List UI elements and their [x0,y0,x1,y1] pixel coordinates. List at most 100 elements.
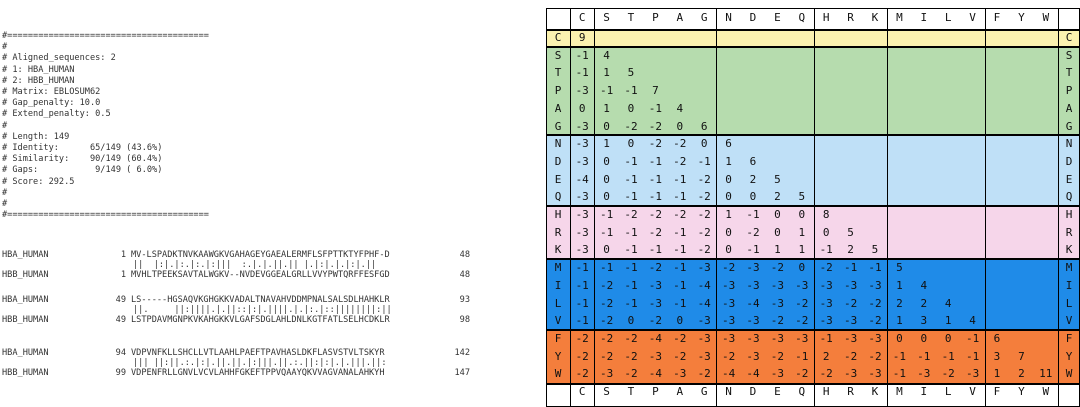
matrix-score: -4 [721,367,736,381]
matrix-score: -3 [770,278,784,292]
matrix-score: -1 [673,296,687,310]
matrix-score: -3 [770,296,784,310]
matrix-score: 0 [603,172,610,186]
matrix-score: -3 [965,367,980,381]
row-header-right: R [1065,225,1073,239]
matrix-score: -1 [575,314,589,328]
matrix-score: -1 [599,84,614,98]
alignment-end: 48 [459,270,470,280]
grid-line [814,8,815,407]
matrix-score: -2 [819,367,833,381]
matrix-score: -1 [575,296,589,310]
matrix-score: -2 [697,190,711,204]
alignment-start: 1 [120,250,126,260]
matrix-score: 0 [676,119,684,133]
matrix-score: 0 [774,225,781,239]
matrix-score: -3 [843,367,858,381]
matrix-score: -1 [965,331,980,345]
matrix-score: -2 [770,349,784,363]
matrix-score: -1 [624,154,638,168]
match-symbols: ||| ||:||.:.|:|.||.||.|:|||.||.:.||:|:|.… [133,358,387,368]
matrix-group-band [546,46,1080,136]
col-header: F [993,11,1001,24]
matrix-score: -3 [575,225,589,239]
matrix-score: -2 [648,208,662,221]
matrix-score: -2 [648,119,662,133]
matrix-score: -3 [795,278,809,292]
grid-line [546,8,1080,9]
matrix-score: -3 [599,367,614,381]
matrix-score: 6 [749,154,757,168]
row-header-left: W [554,367,562,381]
row-header-left: A [554,101,562,115]
matrix-score: -3 [746,331,760,345]
matrix-score: -2 [648,261,662,275]
row-header-right: V [1065,314,1073,328]
row-header-left: G [554,119,562,133]
grid-line [1058,8,1059,407]
matrix-score: 0 [676,314,684,328]
matrix-score: -3 [868,367,882,381]
col-footer: S [603,385,610,398]
matrix-score: 9 [578,31,586,44]
alignment-end: 93 [459,295,470,305]
matrix-score: -1 [819,243,833,257]
col-header: Y [1018,11,1025,24]
matrix-score: -2 [697,172,711,186]
row-header-left: M [554,261,562,275]
col-footer: Q [798,385,806,398]
matrix-score: -3 [721,314,736,328]
row-header-right: W [1065,367,1073,381]
matrix-score: 0 [822,225,830,239]
matrix-group-band [546,135,1080,206]
row-header-right: P [1065,84,1073,98]
col-footer: T [627,385,635,398]
matrix-score: 0 [725,172,732,186]
col-footer: E [774,385,781,398]
matrix-score: -2 [697,367,711,381]
matrix-score: -3 [673,367,687,381]
matrix-score: -1 [599,261,614,275]
matrix-score: -3 [575,208,589,221]
matrix-score: -3 [770,331,784,345]
matrix-score: 0 [944,331,952,345]
col-header: N [725,11,732,24]
matrix-score: -3 [868,278,882,292]
col-footer: I [920,385,928,398]
row-header-right: K [1065,243,1073,257]
header-line: # Length: 149 [2,131,70,142]
alignment-seq: VDPENFRLLGNVLVCVLAHHFGKEFTPPVQAAYQKVVAGV… [131,368,385,378]
col-header: C [578,11,586,24]
col-header: P [652,11,659,24]
col-header: I [920,11,928,24]
matrix-score: 7 [652,84,659,98]
matrix-score: -2 [624,367,638,381]
matrix-score: -2 [746,225,760,239]
matrix-score: -3 [697,261,711,275]
row-header-right: D [1065,154,1073,168]
matrix-score: 6 [725,137,732,151]
matrix-score: -4 [746,296,760,310]
col-header: Q [798,11,806,24]
matrix-score: -2 [770,261,784,275]
alignment-seq: LS-----HGSAQVKGHGKKVADALTNAVAHVDDMPNALSA… [131,295,390,305]
matrix-score: -1 [746,208,760,221]
alignment-name: HBB_HUMAN [2,315,49,325]
matrix-score: -1 [673,278,687,292]
row-header-right: F [1065,331,1073,345]
matrix-score: -2 [843,349,858,363]
header-line: # Matrix: EBLOSUM62 [2,87,101,98]
col-footer: D [749,385,757,398]
row-header-left: Y [554,349,562,363]
row-header-right: I [1065,278,1073,292]
row-header-right: L [1065,296,1073,310]
col-footer: M [896,385,903,398]
row-header-left: K [554,243,562,257]
matrix-score: -3 [697,349,711,363]
header-line: # Gap_penalty: 10.0 [2,98,101,109]
col-footer: V [969,385,976,398]
header-line: # [2,120,8,131]
row-header-left: I [554,278,562,292]
row-header-left: C [554,31,562,44]
grid-line [546,8,547,407]
